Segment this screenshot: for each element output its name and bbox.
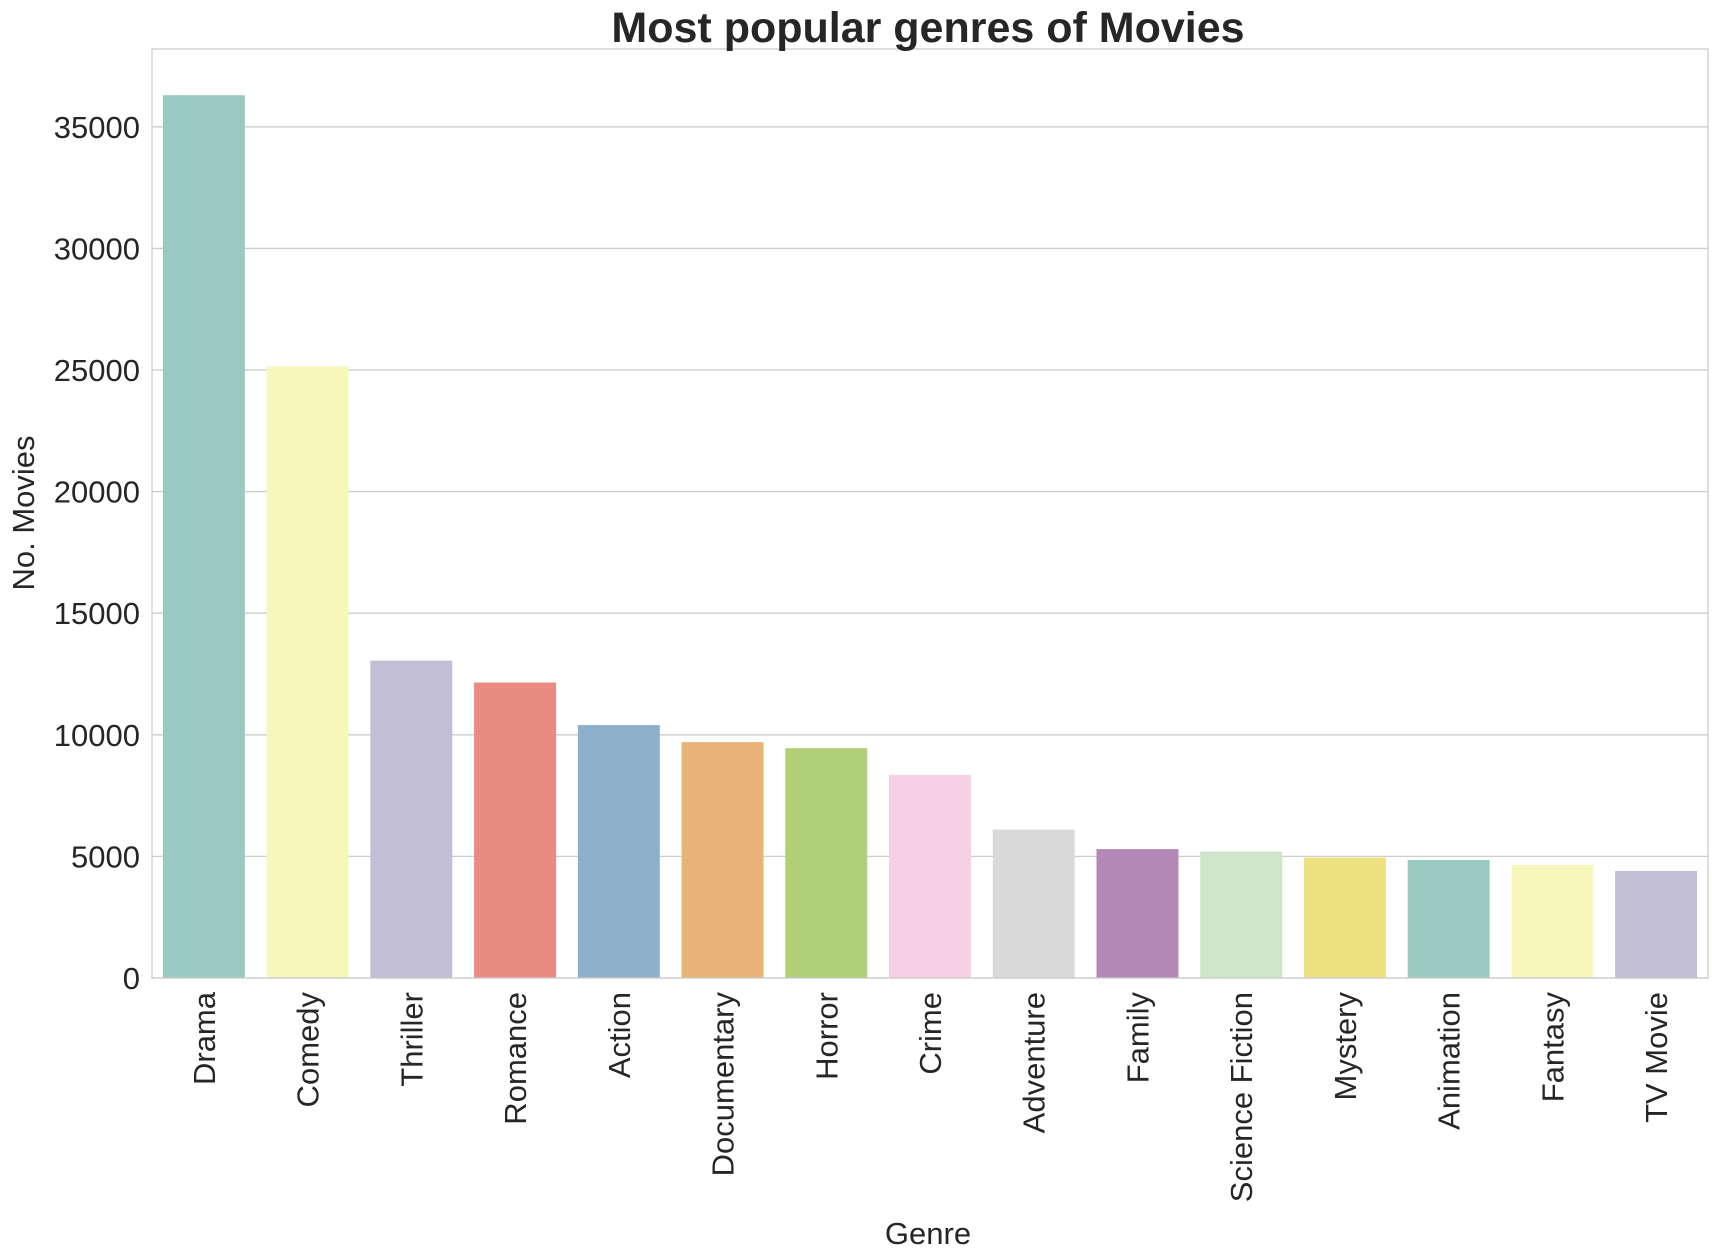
y-tick-label: 15000 <box>54 596 140 631</box>
x-tick-label: Animation <box>1432 992 1467 1130</box>
x-tick-label: TV Movie <box>1639 992 1674 1123</box>
bar-thriller <box>370 660 453 978</box>
y-tick-label: 25000 <box>54 353 140 388</box>
bar-comedy <box>266 366 349 978</box>
bar-horror <box>785 748 868 978</box>
bar-adventure <box>992 829 1075 978</box>
x-tick-label: Science Fiction <box>1224 992 1259 1202</box>
x-axis-label: Genre <box>885 1216 971 1251</box>
y-axis-label: No. Movies <box>6 435 41 590</box>
y-tick-label: 35000 <box>54 110 140 145</box>
x-tick-label: Adventure <box>1017 992 1052 1133</box>
x-tick-label: Mystery <box>1328 992 1363 1101</box>
x-tick-label: Romance <box>498 992 533 1125</box>
x-tick-label: Horror <box>809 992 844 1080</box>
x-tick-label: Crime <box>913 992 948 1075</box>
y-tick-label: 5000 <box>71 839 140 874</box>
x-tick-label: Thriller <box>394 992 429 1087</box>
bar-family <box>1096 849 1179 978</box>
bar-documentary <box>681 742 764 978</box>
y-tick-label: 20000 <box>54 475 140 510</box>
x-tick-label: Action <box>602 992 637 1078</box>
plot-frame <box>151 48 1709 979</box>
bar-mystery <box>1303 857 1386 978</box>
bar-tv-movie <box>1615 870 1698 978</box>
x-tick-label: Drama <box>187 991 222 1085</box>
bars <box>162 95 1698 979</box>
bar-fantasy <box>1511 864 1594 978</box>
bar-action <box>577 725 660 978</box>
bar-animation <box>1407 860 1490 978</box>
y-tick-label: 30000 <box>54 231 140 266</box>
y-tick-label: 10000 <box>54 718 140 753</box>
y-tick-labels: 0 5000 10000 15000 20000 25000 30000 35000 <box>54 110 140 996</box>
bar-science-fiction <box>1200 851 1283 978</box>
x-tick-label: Comedy <box>291 992 326 1108</box>
bar-crime <box>889 774 971 978</box>
x-tick-label: Documentary <box>706 992 741 1177</box>
chart-title: Most popular genres of Movies <box>611 4 1244 52</box>
x-tick-label: Fantasy <box>1535 992 1570 1103</box>
y-tick-label: 0 <box>123 961 140 996</box>
bar-romance <box>474 682 557 978</box>
x-tick-label: Family <box>1120 992 1155 1084</box>
x-tick-labels: Drama Comedy Thriller Romance Action Document… <box>187 991 1674 1202</box>
bar-drama <box>162 95 245 979</box>
